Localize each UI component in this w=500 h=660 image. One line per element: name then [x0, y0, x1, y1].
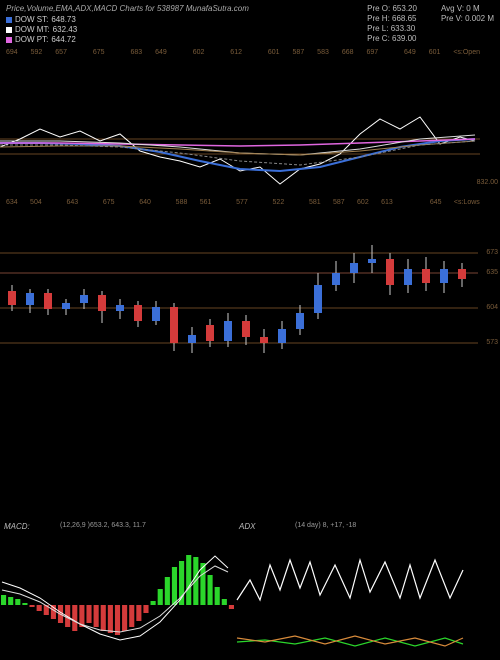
pre-vol: Pre V: 0.002 M: [441, 14, 494, 23]
candle-chart-svg: [0, 213, 500, 383]
x-tick: 697: [366, 49, 378, 56]
upper-line-panel: 694 592 657 675 683 649 602 612 601 587 583 668 697 6…: [0, 49, 500, 199]
x-tick: 613: [381, 199, 393, 206]
x-tick: 657: [55, 49, 67, 56]
avg-vol: Avg V: 0 M: [441, 4, 494, 13]
adx-chart-svg: [235, 520, 470, 660]
upper-chart-svg: [0, 59, 500, 199]
header-right: Pre O: 653.20 Pre H: 668.65 Pre L: 633.3…: [367, 4, 494, 45]
x-tick: 675: [103, 199, 115, 206]
pre-close: Pre C: 639.00: [367, 34, 417, 43]
dow-mt-label: DOW MT:: [15, 25, 50, 34]
header: Price,Volume,EMA,ADX,MACD Charts for 538…: [0, 0, 500, 49]
x-tick: 640: [139, 199, 151, 206]
y-tick: 604: [486, 304, 498, 311]
pre-open: Pre O: 653.20: [367, 4, 417, 13]
upper-right-axis-label: 832.00: [477, 179, 498, 186]
x-tick: 522: [273, 199, 285, 206]
macd-info: (12,26,9 )653.2, 643.3, 11.7: [60, 522, 146, 529]
dow-st-swatch: [6, 17, 12, 23]
x-tick: 561: [200, 199, 212, 206]
x-tick: 683: [130, 49, 142, 56]
dow-pt-row: DOW PT: 644.72: [6, 35, 249, 44]
x-tick: 587: [293, 49, 305, 56]
x-tick: 581: [309, 199, 321, 206]
pre-high: Pre H: 668.65: [367, 14, 417, 23]
dow-st-row: DOW ST: 648.73: [6, 15, 249, 24]
y-tick: 573: [486, 339, 498, 346]
x-tick: 602: [193, 49, 205, 56]
candle-x-axis: 634 504 643 675 640 588 561 577 522 581 587 602 613 6…: [0, 199, 500, 206]
adx-label: ADX: [239, 522, 255, 531]
dow-st-value: 648.73: [51, 15, 75, 24]
x-tick: 583: [317, 49, 329, 56]
x-tick: 588: [176, 199, 188, 206]
x-tick: 612: [230, 49, 242, 56]
pre-low: Pre L: 633.30: [367, 24, 417, 33]
bottom-indicator-row: MACD: (12,26,9 )653.2, 643.3, 11.7 ADX (…: [0, 520, 500, 660]
volume-col: Avg V: 0 M Pre V: 0.002 M: [441, 4, 494, 45]
adx-info: (14 day) 8, +17, -18: [295, 522, 356, 529]
x-tick: 587: [333, 199, 345, 206]
y-tick: 635: [486, 269, 498, 276]
x-tick: 634: [6, 199, 18, 206]
x-tick: 645: [430, 199, 442, 206]
dow-mt-swatch: [6, 27, 12, 33]
x-tick: 649: [155, 49, 167, 56]
dow-pt-value: 644.72: [51, 35, 75, 44]
ohlc-col: Pre O: 653.20 Pre H: 668.65 Pre L: 633.3…: [367, 4, 417, 45]
macd-panel: MACD: (12,26,9 )653.2, 643.3, 11.7: [0, 520, 235, 660]
x-tick: 694: [6, 49, 18, 56]
dow-pt-label: DOW PT:: [15, 35, 48, 44]
x-tick: 504: [30, 199, 42, 206]
x-tick: 668: [342, 49, 354, 56]
candle-panel: 634 504 643 675 640 588 561 577 522 581 587 602 613 6…: [0, 199, 500, 389]
x-tick: 577: [236, 199, 248, 206]
page-title: Price,Volume,EMA,ADX,MACD Charts for 538…: [6, 4, 249, 13]
dow-st-label: DOW ST:: [15, 15, 48, 24]
dow-pt-swatch: [6, 37, 12, 43]
x-tick: 592: [31, 49, 43, 56]
macd-chart-svg: [0, 520, 235, 660]
x-tick: 601: [429, 49, 441, 56]
x-tick: 649: [404, 49, 416, 56]
dow-mt-row: DOW MT: 632.43: [6, 25, 249, 34]
y-tick: 673: [486, 249, 498, 256]
header-left: Price,Volume,EMA,ADX,MACD Charts for 538…: [6, 4, 249, 45]
x-tick: 601: [268, 49, 280, 56]
x-tick: 643: [66, 199, 78, 206]
x-tick: 602: [357, 199, 369, 206]
x-tick: 675: [93, 49, 105, 56]
macd-label: MACD:: [4, 522, 30, 531]
dow-mt-value: 632.43: [53, 25, 77, 34]
adx-panel: ADX (14 day) 8, +17, -18: [235, 520, 470, 660]
upper-x-axis: 694 592 657 675 683 649 602 612 601 587 583 668 697 6…: [0, 49, 500, 56]
